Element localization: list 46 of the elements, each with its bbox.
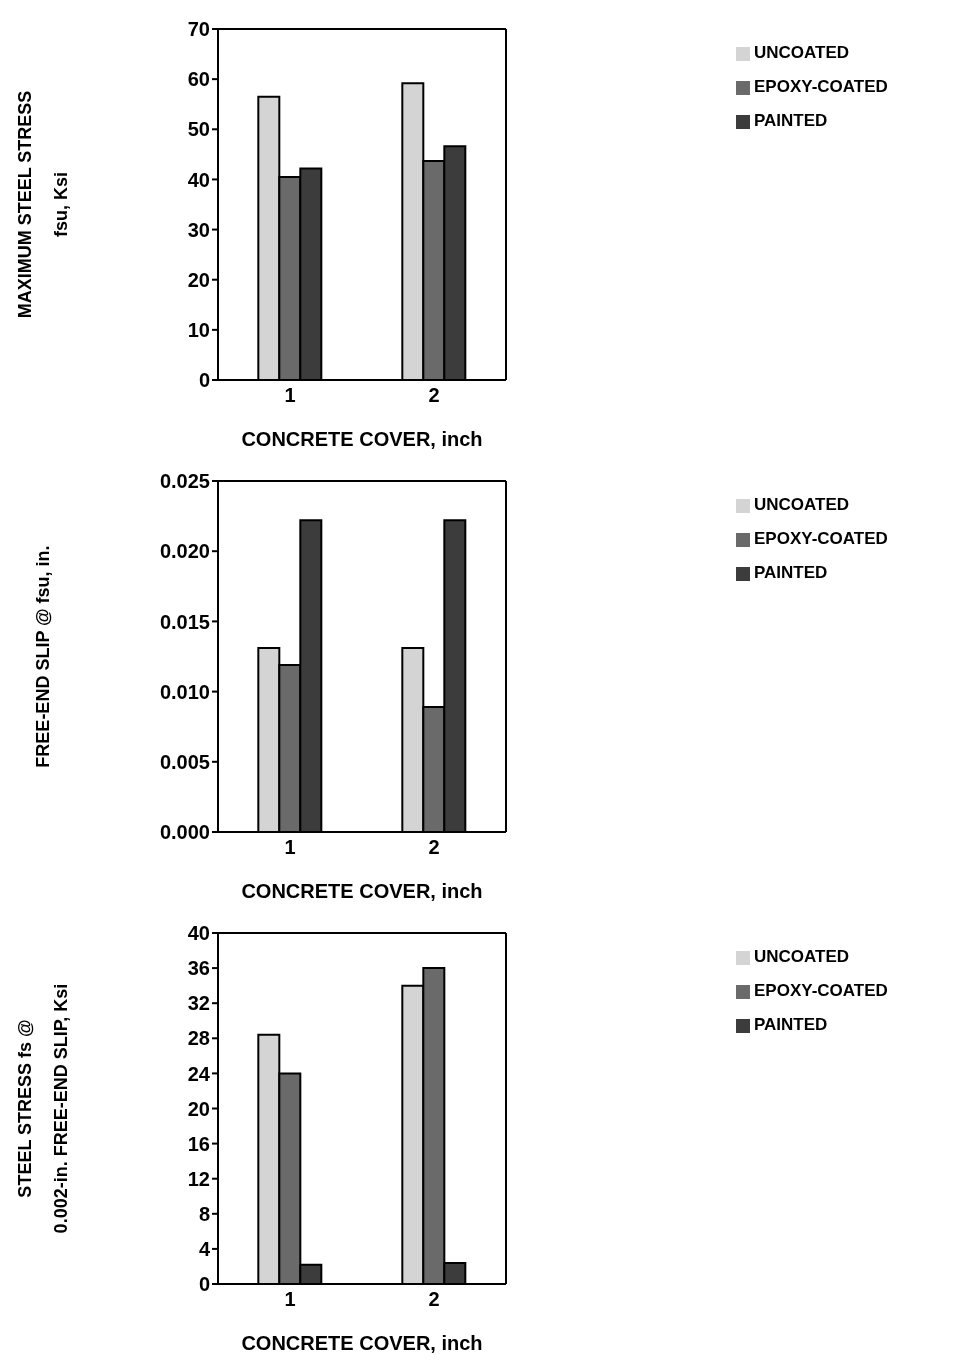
y-tick-label: 0.015 [159, 610, 210, 633]
y-tick-label: 32 [187, 992, 210, 1015]
legend-label: EPOXY-COATED [754, 77, 888, 96]
x-axis-title: CONCRETE COVER, inch [241, 428, 483, 450]
y-tick-label: 0.010 [159, 680, 210, 703]
y-tick-label: 0.005 [159, 750, 210, 773]
legend-label: UNCOATED [754, 947, 850, 966]
y-tick-label: 24 [187, 1062, 211, 1085]
y-tick-label: 12 [187, 1167, 210, 1190]
x-tick-label: 2 [428, 384, 440, 407]
x-tick-label: 1 [284, 836, 296, 859]
y-tick-label: 50 [187, 118, 210, 141]
y-tick-label: 28 [187, 1027, 210, 1050]
y-tick-label: 60 [187, 68, 210, 91]
y-tick-label: 40 [187, 922, 210, 945]
y-tick-label: 10 [187, 318, 210, 341]
y-axis-title: FREE-END SLIP @ fsu, in. [33, 545, 53, 768]
y-tick-label: 0.020 [159, 540, 210, 563]
y-tick-label: 4 [198, 1238, 211, 1260]
y-tick-label: 20 [187, 1097, 210, 1120]
legend-label: PAINTED [754, 1015, 828, 1034]
y-tick-label: 20 [187, 268, 210, 291]
legend-label: UNCOATED [754, 495, 850, 514]
legend-label: PAINTED [754, 563, 828, 582]
x-tick-label: 2 [428, 836, 440, 859]
y-tick-label: 8 [198, 1202, 210, 1225]
legend-label: PAINTED [754, 111, 828, 130]
y-axis-title: MAXIMUM STEEL STRESS fsu, Ksi [15, 90, 71, 319]
y-tick-label: 70 [187, 18, 210, 41]
x-tick-label: 1 [284, 1288, 296, 1311]
y-tick-label: 36 [187, 957, 210, 980]
legend-label: EPOXY-COATED [754, 529, 888, 548]
x-axis-title: CONCRETE COVER, inch [241, 880, 483, 902]
y-axis-title: STEEL STRESS fs @ 0.002-in. FREE-END SLIP, Ksi [15, 983, 71, 1234]
y-tick-label: 40 [187, 168, 210, 191]
y-tick-label: 30 [187, 218, 210, 241]
legend-label: EPOXY-COATED [754, 981, 888, 1000]
y-tick-label: 0 [198, 1273, 210, 1296]
y-tick-label: 0.000 [159, 821, 210, 844]
x-tick-label: 1 [284, 384, 296, 407]
legend-label: UNCOATED [754, 43, 850, 62]
y-tick-label: 16 [187, 1132, 210, 1155]
x-axis-title: CONCRETE COVER, inch [241, 1332, 483, 1354]
x-tick-label: 2 [428, 1288, 440, 1311]
y-tick-label: 0 [198, 369, 210, 392]
y-tick-label: 0.025 [159, 470, 210, 493]
